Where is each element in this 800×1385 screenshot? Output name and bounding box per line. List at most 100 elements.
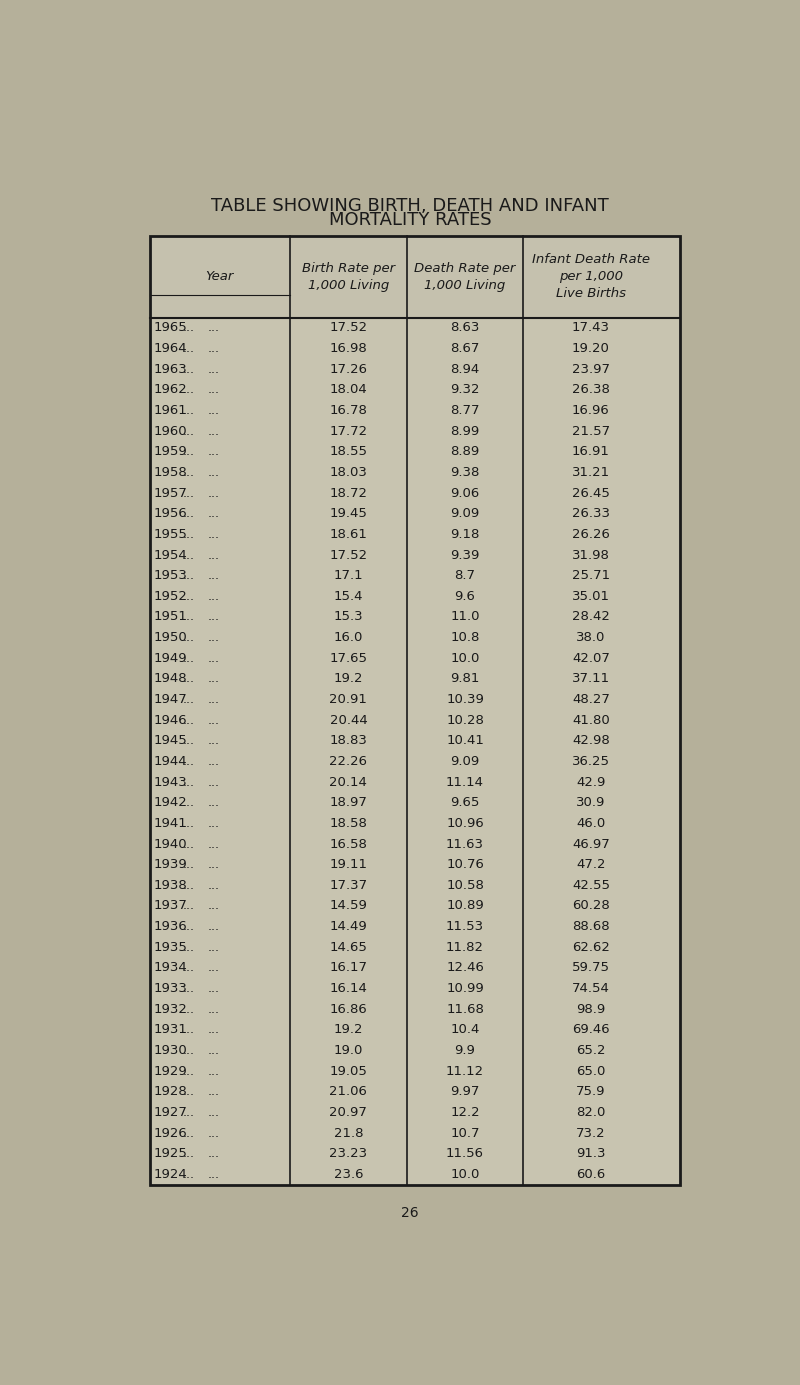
Text: 19.11: 19.11 — [330, 859, 367, 871]
Text: ...: ... — [208, 755, 220, 767]
Text: 65.2: 65.2 — [576, 1044, 606, 1057]
Text: 16.78: 16.78 — [330, 404, 367, 417]
Text: ...: ... — [183, 713, 195, 727]
Text: ...: ... — [183, 692, 195, 706]
Text: 26.45: 26.45 — [572, 486, 610, 500]
Text: 23.6: 23.6 — [334, 1168, 363, 1181]
Text: ...: ... — [208, 692, 220, 706]
Text: ...: ... — [183, 940, 195, 954]
Text: 10.28: 10.28 — [446, 713, 484, 727]
Text: 8.7: 8.7 — [454, 569, 475, 582]
Text: 20.44: 20.44 — [330, 713, 367, 727]
Text: 1944: 1944 — [154, 755, 187, 767]
Text: 18.97: 18.97 — [330, 796, 367, 809]
Text: 14.59: 14.59 — [330, 899, 367, 913]
Text: 17.65: 17.65 — [330, 652, 367, 665]
Text: 1927: 1927 — [154, 1105, 187, 1119]
Text: ...: ... — [208, 776, 220, 788]
Text: ...: ... — [183, 425, 195, 438]
Text: 48.27: 48.27 — [572, 692, 610, 706]
Text: 12.2: 12.2 — [450, 1105, 480, 1119]
Text: 14.65: 14.65 — [330, 940, 367, 954]
Text: ...: ... — [208, 713, 220, 727]
Text: 10.8: 10.8 — [450, 632, 480, 644]
Text: 18.55: 18.55 — [330, 446, 367, 458]
Text: ...: ... — [208, 1024, 220, 1036]
Text: 19.2: 19.2 — [334, 1024, 363, 1036]
Text: ...: ... — [208, 961, 220, 975]
Text: ...: ... — [208, 879, 220, 892]
Text: 10.41: 10.41 — [446, 734, 484, 748]
Text: ...: ... — [183, 672, 195, 686]
Text: 16.58: 16.58 — [330, 838, 367, 850]
Text: 60.6: 60.6 — [576, 1168, 606, 1181]
Text: ...: ... — [183, 1126, 195, 1140]
Text: ...: ... — [208, 465, 220, 479]
Text: 82.0: 82.0 — [576, 1105, 606, 1119]
Text: 16.0: 16.0 — [334, 632, 363, 644]
Text: 35.01: 35.01 — [572, 590, 610, 602]
Text: 9.97: 9.97 — [450, 1086, 480, 1098]
Text: ...: ... — [183, 879, 195, 892]
Text: 8.67: 8.67 — [450, 342, 480, 355]
Text: 19.05: 19.05 — [330, 1065, 367, 1078]
Text: ...: ... — [208, 1044, 220, 1057]
Text: 47.2: 47.2 — [576, 859, 606, 871]
Text: 26.33: 26.33 — [572, 507, 610, 521]
Text: 31.21: 31.21 — [572, 465, 610, 479]
Text: 36.25: 36.25 — [572, 755, 610, 767]
Text: 91.3: 91.3 — [576, 1147, 606, 1161]
Text: ...: ... — [208, 940, 220, 954]
Text: ...: ... — [208, 507, 220, 521]
Text: 18.72: 18.72 — [330, 486, 367, 500]
Text: 1958: 1958 — [154, 465, 187, 479]
Text: 59.75: 59.75 — [572, 961, 610, 975]
Text: ...: ... — [183, 446, 195, 458]
Text: 8.94: 8.94 — [450, 363, 480, 375]
Text: ...: ... — [183, 1105, 195, 1119]
Text: ...: ... — [208, 1105, 220, 1119]
Text: 20.91: 20.91 — [330, 692, 367, 706]
Text: ...: ... — [183, 838, 195, 850]
Text: 1945: 1945 — [154, 734, 187, 748]
Text: ...: ... — [183, 1065, 195, 1078]
Text: 1934: 1934 — [154, 961, 187, 975]
Text: 8.99: 8.99 — [450, 425, 480, 438]
Text: 1932: 1932 — [154, 1003, 187, 1015]
Text: 28.42: 28.42 — [572, 611, 610, 623]
Text: 19.45: 19.45 — [330, 507, 367, 521]
Text: ...: ... — [208, 1147, 220, 1161]
Text: ...: ... — [183, 1003, 195, 1015]
Text: Death Rate per
1,000 Living: Death Rate per 1,000 Living — [414, 262, 516, 292]
Text: 17.37: 17.37 — [330, 879, 367, 892]
Bar — [150, 235, 680, 317]
Text: ...: ... — [208, 1003, 220, 1015]
Text: 62.62: 62.62 — [572, 940, 610, 954]
Text: ...: ... — [208, 899, 220, 913]
Text: 1939: 1939 — [154, 859, 187, 871]
Text: 88.68: 88.68 — [572, 920, 610, 933]
Text: ...: ... — [183, 1044, 195, 1057]
Text: 1952: 1952 — [154, 590, 187, 602]
Text: 1942: 1942 — [154, 796, 187, 809]
Text: ...: ... — [183, 982, 195, 994]
Text: 26.26: 26.26 — [572, 528, 610, 542]
Text: 10.4: 10.4 — [450, 1024, 480, 1036]
Text: 23.23: 23.23 — [330, 1147, 367, 1161]
Text: 8.63: 8.63 — [450, 321, 480, 334]
Text: 15.4: 15.4 — [334, 590, 363, 602]
Text: ...: ... — [208, 611, 220, 623]
Text: ...: ... — [208, 920, 220, 933]
Text: 41.80: 41.80 — [572, 713, 610, 727]
Text: 17.43: 17.43 — [572, 321, 610, 334]
Text: 11.0: 11.0 — [450, 611, 480, 623]
Text: 19.2: 19.2 — [334, 672, 363, 686]
Text: ...: ... — [208, 321, 220, 334]
Text: 8.77: 8.77 — [450, 404, 480, 417]
Text: 26.38: 26.38 — [572, 384, 610, 396]
Text: 30.9: 30.9 — [576, 796, 606, 809]
Text: ...: ... — [183, 528, 195, 542]
Text: 1961: 1961 — [154, 404, 187, 417]
Text: ...: ... — [208, 1065, 220, 1078]
Text: ...: ... — [208, 672, 220, 686]
